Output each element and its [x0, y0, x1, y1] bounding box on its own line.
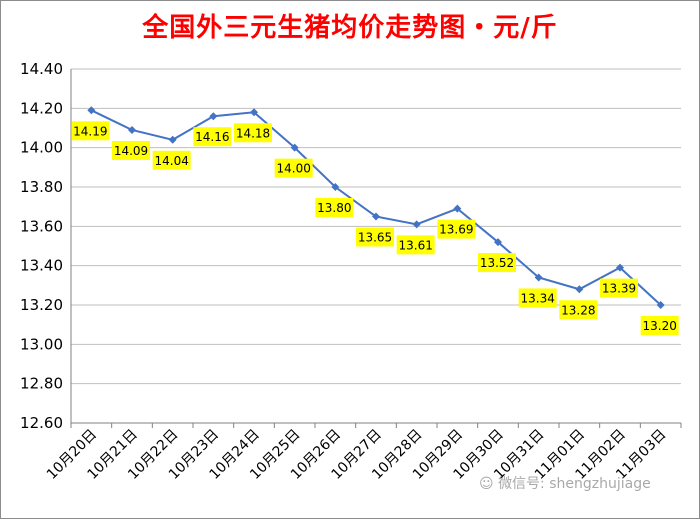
data-label-box — [356, 227, 394, 247]
data-label-box — [112, 140, 150, 160]
chart-title: 全国外三元生猪均价走势图・元/斤 — [142, 13, 558, 43]
data-point — [87, 106, 96, 115]
data-label: 13.20 — [642, 319, 676, 333]
data-point — [453, 204, 462, 213]
data-label: 14.00 — [276, 162, 310, 176]
data-label-box — [193, 127, 232, 147]
data-label: 13.39 — [602, 282, 636, 296]
data-label-box — [600, 278, 638, 298]
data-point — [575, 285, 584, 294]
data-label: 14.19 — [73, 124, 107, 138]
data-label: 14.16 — [195, 130, 229, 144]
watermark: ☺ 微信号: shengzhujiage — [479, 473, 651, 493]
data-point — [168, 135, 177, 144]
data-point — [290, 143, 299, 152]
data-point — [372, 212, 380, 221]
y-tick-label: 14.00 — [20, 139, 63, 157]
data-label-box — [437, 219, 476, 239]
data-point — [534, 273, 543, 282]
data-label: 14.04 — [154, 154, 188, 168]
data-label: 13.34 — [520, 291, 554, 305]
data-point — [494, 238, 502, 247]
data-point — [209, 112, 218, 121]
data-label-box — [478, 253, 516, 273]
data-point — [331, 183, 340, 191]
data-point — [128, 125, 136, 134]
data-label: 13.80 — [317, 201, 351, 215]
data-point — [656, 301, 665, 309]
data-label-box — [71, 121, 110, 141]
y-tick-label: 12.60 — [20, 414, 63, 432]
y-tick-label: 14.20 — [20, 99, 63, 117]
data-label: 14.18 — [236, 126, 270, 140]
data-label: 13.69 — [439, 223, 473, 237]
series-line — [90, 109, 662, 306]
data-label: 14.09 — [114, 144, 148, 158]
y-tick-label: 13.80 — [20, 178, 63, 196]
data-label-box — [640, 316, 679, 335]
data-label: 13.61 — [398, 238, 432, 252]
data-label-box — [234, 123, 272, 143]
wechat-icon: ☺ — [479, 476, 494, 492]
y-tick-label: 13.40 — [20, 257, 63, 275]
data-label: 13.28 — [561, 303, 595, 317]
data-label-box — [559, 300, 598, 320]
data-point — [250, 108, 258, 117]
y-tick-label: 13.20 — [20, 296, 63, 314]
data-label-box — [518, 288, 557, 308]
data-label-box — [152, 150, 191, 170]
data-label: 13.65 — [358, 231, 392, 245]
data-label-box — [396, 235, 435, 255]
watermark-text: 微信号: shengzhujiage — [498, 476, 651, 492]
data-label-box — [315, 198, 354, 217]
y-tick-label: 12.80 — [20, 375, 63, 393]
y-tick-label: 14.40 — [20, 60, 63, 78]
data-label-box — [274, 158, 313, 178]
y-tick-label: 13.60 — [20, 217, 63, 235]
data-point — [412, 220, 421, 229]
y-tick-label: 13.00 — [20, 335, 63, 353]
data-label: 13.52 — [480, 256, 514, 270]
data-point — [616, 263, 624, 272]
